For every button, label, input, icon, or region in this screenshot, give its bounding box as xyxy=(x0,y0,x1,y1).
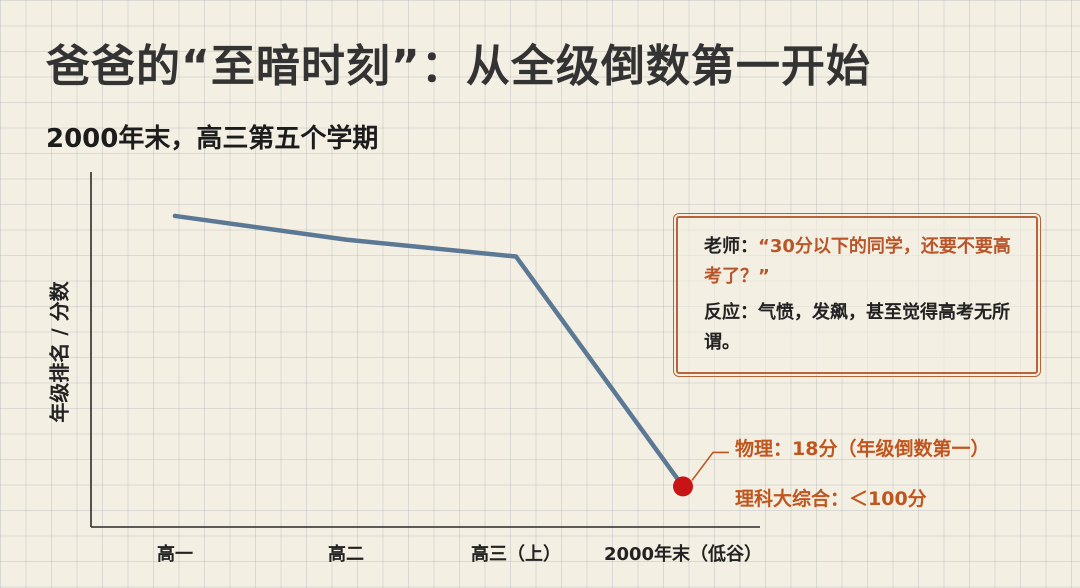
teacher-quote-line: 老师：“30分以下的同学，还要不要高考了？” xyxy=(704,232,1020,292)
reaction-text: 反应：气愤，发飙，甚至觉得高考无所谓。 xyxy=(704,302,1010,353)
lowpoint-marker xyxy=(673,476,693,497)
annotation-connector xyxy=(691,451,729,481)
x-tick-label: 高二 xyxy=(328,544,364,565)
series-line xyxy=(172,213,686,489)
teacher-label: 老师： xyxy=(704,236,758,257)
physics-score-annotation: 物理：18分（年级倒数第一） xyxy=(735,438,990,460)
teacher-quote-text: “30分以下的同学，还要不要高考了？” xyxy=(704,236,1011,287)
data-point xyxy=(343,237,349,242)
page-title: 爸爸的“至暗时刻”：从全级倒数第一开始 xyxy=(46,41,871,92)
science-total-annotation: 理科大综合：＜100分 xyxy=(735,488,927,510)
chart-subtitle: 2000年末，高三第五个学期 xyxy=(46,124,379,154)
x-tick-label: 高三（上） xyxy=(471,544,561,565)
x-tick-label: 2000年末（低谷） xyxy=(603,544,763,565)
teacher-quote-callout: 老师：“30分以下的同学，还要不要高考了？” 反应：气愤，发飙，甚至觉得高考无所… xyxy=(673,213,1041,377)
data-point xyxy=(172,213,178,219)
y-axis-label: 年级排名 / 分数 xyxy=(47,281,72,423)
x-tick-label: 高一 xyxy=(157,544,193,565)
data-point xyxy=(513,254,519,259)
